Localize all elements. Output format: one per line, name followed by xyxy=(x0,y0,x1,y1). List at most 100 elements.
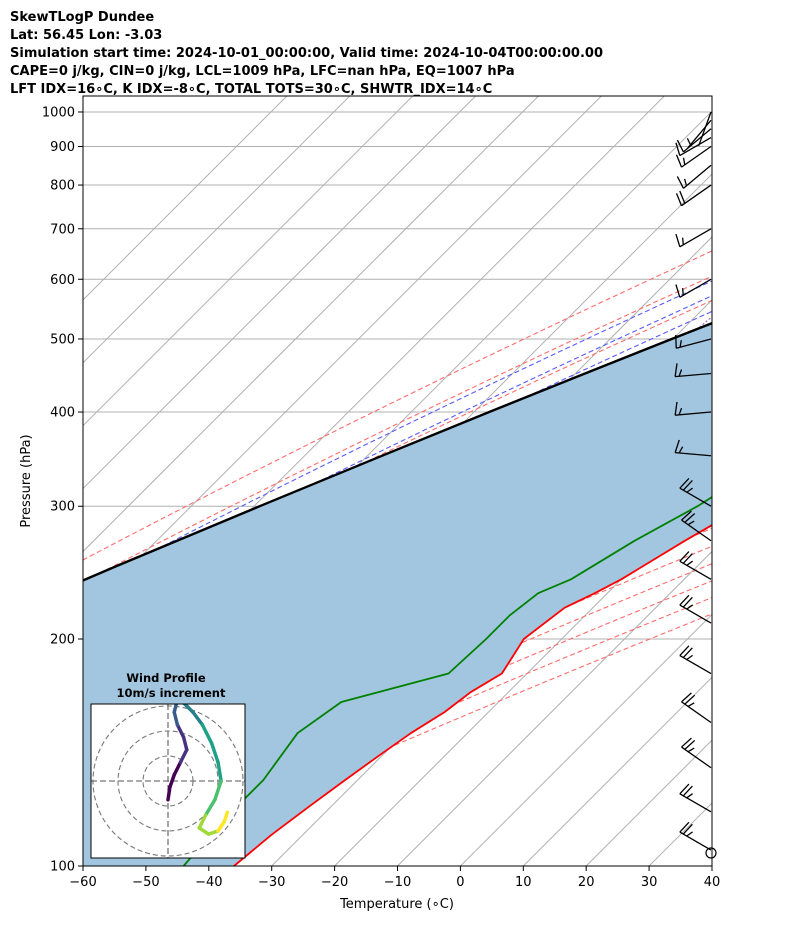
wind-barb-shaft xyxy=(687,119,712,149)
wind-barb-feather xyxy=(682,596,693,608)
x-tick-label: 20 xyxy=(578,875,595,890)
dry-adiabat-line xyxy=(83,250,712,561)
wind-barb-shaft xyxy=(679,136,712,157)
calm-wind-circle xyxy=(705,847,717,859)
wind-barbs xyxy=(674,111,712,851)
y-tick-label: 900 xyxy=(50,140,75,155)
wind-barb-feather xyxy=(681,288,684,296)
wind-barb-feather xyxy=(678,446,684,454)
wind-barb-shaft xyxy=(679,654,712,675)
hodograph-segment xyxy=(203,798,217,818)
wind-barb xyxy=(679,821,712,851)
wind-barb-feather xyxy=(686,560,693,566)
wind-barb-feather xyxy=(686,654,693,661)
wind-barb xyxy=(675,184,712,207)
wind-barb xyxy=(675,278,712,298)
wind-barb-shaft xyxy=(683,128,712,153)
x-tick-label: 10 xyxy=(515,875,532,890)
wind-barb-shaft xyxy=(683,164,712,189)
x-tick-label: 30 xyxy=(641,875,658,890)
wind-barb-feather xyxy=(681,692,692,703)
x-axis-label: Temperature (∘C) xyxy=(339,897,454,912)
wind-barb-feather xyxy=(679,821,690,833)
wind-barb-feather xyxy=(682,157,686,165)
wind-barb xyxy=(679,551,712,580)
wind-barb xyxy=(679,594,712,624)
isotherm-line xyxy=(83,96,414,427)
hodograph-segment xyxy=(197,826,211,836)
x-tick-label: 40 xyxy=(704,875,721,890)
chart-title: SkewTLogP Dundee xyxy=(10,10,154,25)
isotherm-line xyxy=(522,676,712,866)
y-tick-label: 700 xyxy=(50,222,75,237)
wind-barb-feather xyxy=(679,478,690,489)
isotherm-line xyxy=(83,96,603,616)
wind-barb-feather xyxy=(679,594,690,606)
wind-barb xyxy=(675,145,712,168)
y-tick-label: 200 xyxy=(50,633,75,648)
wind-barb-feather xyxy=(687,520,695,526)
parcel-profile xyxy=(83,321,712,582)
profile-lines xyxy=(83,321,712,866)
x-tick-label: 0 xyxy=(456,875,464,890)
wind-barb-feather xyxy=(681,737,692,748)
chart-header: SkewTLogP Dundee Lat: 56.45 Lon: -3.03 S… xyxy=(10,10,603,97)
hodograph-segment xyxy=(200,723,214,746)
y-axis-label: Pressure (hPa) xyxy=(19,434,34,527)
y-tick-label: 600 xyxy=(50,273,75,288)
wind-barb-feather xyxy=(676,139,685,153)
inset-title: Wind Profile xyxy=(126,671,206,685)
wind-barb-feather xyxy=(676,176,685,189)
hodograph-segment xyxy=(172,710,180,727)
x-tick-label: −60 xyxy=(69,875,96,890)
hodograph-segment xyxy=(213,779,223,802)
wind-barb-feather xyxy=(682,785,693,797)
inset-subtitle: 10m/s increment xyxy=(117,686,226,700)
wind-barb-shaft xyxy=(681,746,712,769)
wind-barb-shaft xyxy=(679,793,712,813)
hodograph-segment xyxy=(216,760,223,783)
wind-profile-inset: Wind Profile 10m/s increment xyxy=(90,671,246,859)
wind-barb-feather xyxy=(686,831,693,837)
wind-barb-shaft xyxy=(676,338,712,349)
dewpoint-profile xyxy=(182,496,712,866)
wind-barb-shaft xyxy=(675,451,712,457)
y-tick-label: 100 xyxy=(50,860,75,875)
location-line: Lat: 56.45 Lon: -3.03 xyxy=(10,28,162,43)
y-axis: 1000 900 800 700 600 500 400 300 200 100 xyxy=(42,105,83,875)
hodograph-segment xyxy=(222,810,230,824)
y-tick-label: 300 xyxy=(50,500,75,515)
temperature-profile xyxy=(233,524,712,866)
wind-barb-shaft xyxy=(679,604,712,624)
wind-barb-feather xyxy=(679,340,682,348)
wind-barb-feather xyxy=(674,401,678,416)
wind-barb-feather xyxy=(675,154,683,168)
hodograph-segment xyxy=(175,723,186,739)
x-tick-label: −10 xyxy=(384,875,411,890)
hodograph-segment xyxy=(191,710,205,727)
hodograph-segment xyxy=(216,819,226,833)
wind-barb xyxy=(675,228,712,248)
hodograph-segment xyxy=(197,813,208,830)
wind-barb xyxy=(675,136,712,157)
wind-barb-shaft xyxy=(675,411,712,416)
wind-barb-shaft xyxy=(675,372,712,378)
x-tick-label: −50 xyxy=(132,875,159,890)
wind-barb xyxy=(674,363,712,378)
wind-barb-feather xyxy=(679,783,690,795)
cape-summary-line: CAPE=0 j/kg, CIN=0 j/kg, LCL=1009 hPa, L… xyxy=(10,64,515,79)
wind-barb-feather xyxy=(678,369,683,377)
hodograph-segment xyxy=(210,741,220,764)
wind-barb-shaft xyxy=(681,519,712,542)
isotherm-line xyxy=(333,487,712,866)
wind-barb-feather xyxy=(674,439,680,453)
wind-barb xyxy=(676,128,712,153)
wind-barb xyxy=(679,783,712,813)
wind-barb-feather xyxy=(686,138,692,146)
inset-frame xyxy=(90,703,246,859)
x-axis: −60 −50 −40 −30 −20 −10 0 10 20 30 40 xyxy=(69,866,720,890)
wind-barb xyxy=(674,439,712,457)
wind-barb xyxy=(679,478,712,507)
simulation-time-line: Simulation start time: 2024-10-01_00:00:… xyxy=(10,46,603,61)
wind-barb-feather xyxy=(682,553,693,564)
